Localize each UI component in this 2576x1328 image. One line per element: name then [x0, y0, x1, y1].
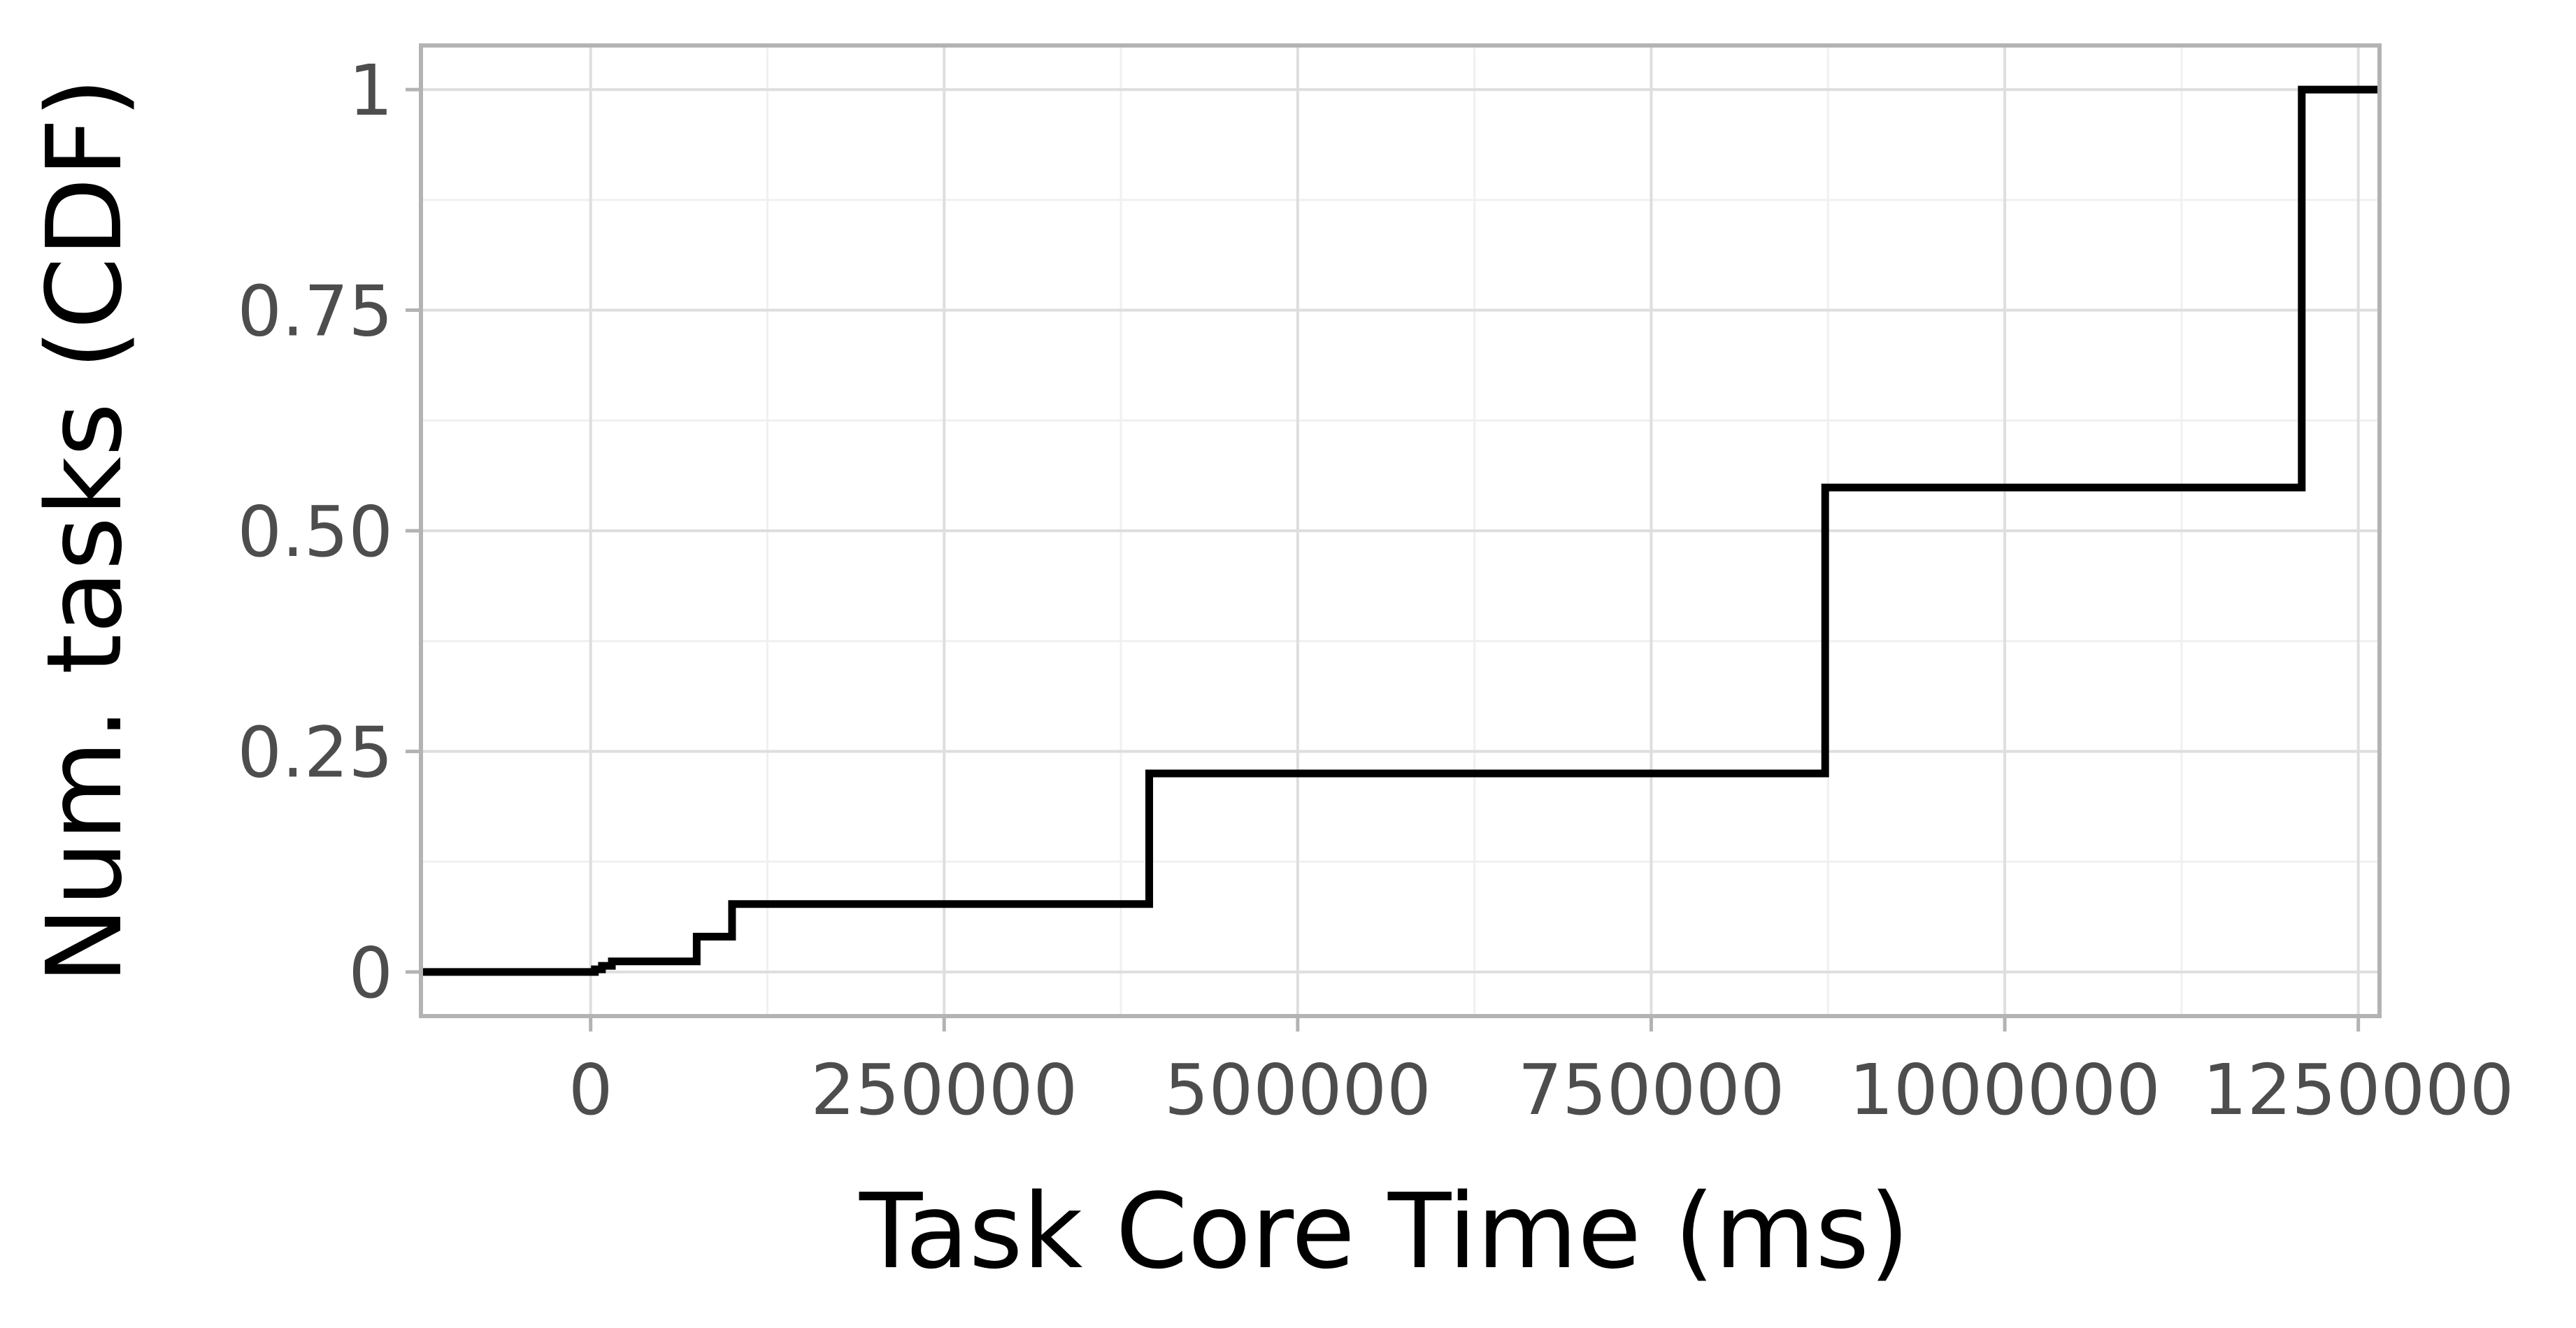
y-tick-label: 0.75 — [237, 271, 393, 352]
y-tick-label: 0 — [348, 932, 393, 1014]
y-tick-label: 0.50 — [237, 491, 393, 573]
y-axis-title: Num. tasks (CDF) — [24, 78, 145, 984]
x-tick-label: 500000 — [1164, 1049, 1431, 1131]
x-axis-title: Task Core Time (ms) — [859, 1171, 1910, 1292]
x-tick-label: 250000 — [810, 1049, 1078, 1131]
series-layer — [421, 85, 2380, 976]
y-axis-ticks: 0 0.25 0.50 0.75 1 — [237, 50, 421, 1014]
major-gridlines — [421, 45, 2380, 1016]
cdf-step-line — [421, 85, 2380, 976]
x-tick-label: 750000 — [1518, 1049, 1785, 1131]
y-tick-label: 1 — [348, 50, 393, 131]
x-axis-ticks: 0 250000 500000 750000 1000000 1250000 — [568, 1016, 2514, 1131]
y-tick-label: 0.25 — [237, 711, 393, 793]
x-tick-label: 1250000 — [2203, 1049, 2514, 1131]
x-tick-label: 0 — [568, 1049, 613, 1131]
x-tick-label: 1000000 — [1849, 1049, 2160, 1131]
